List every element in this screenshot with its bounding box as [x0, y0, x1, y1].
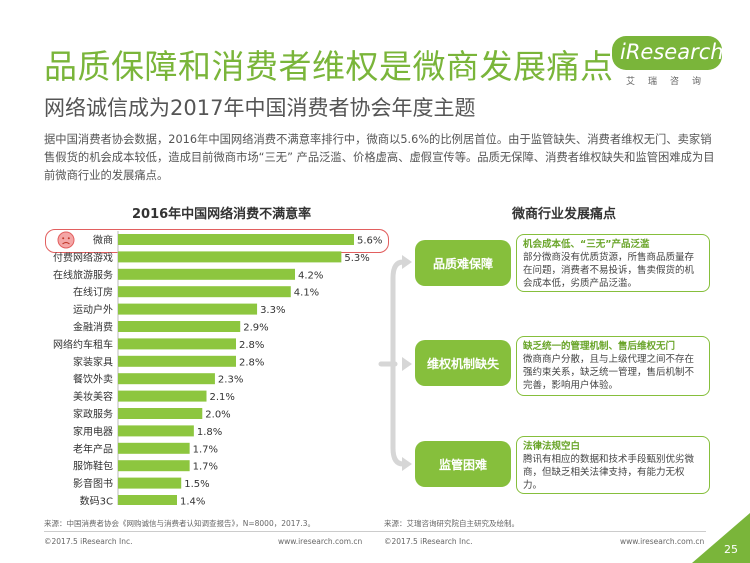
- pain-label-rights: 维权机制缺失: [415, 340, 511, 386]
- bar: [118, 373, 215, 385]
- bar: [118, 425, 194, 437]
- bar: [118, 460, 190, 472]
- value-label: 5.6%: [357, 236, 382, 247]
- category-label: 餐饮外卖: [73, 373, 113, 386]
- category-label: 美妆美容: [73, 390, 113, 403]
- bar: [118, 286, 291, 298]
- value-label: 2.8%: [239, 340, 264, 351]
- bracket-arrows: [378, 255, 412, 471]
- iresearch-logo: iResearch 艾瑞咨询: [612, 36, 724, 96]
- pain-label-quality: 品质难保障: [415, 240, 511, 286]
- value-label: 1.7%: [193, 462, 218, 473]
- page-subtitle: 网络诚信成为2017年中国消费者协会年度主题: [44, 96, 476, 120]
- value-label: 1.4%: [180, 497, 205, 506]
- category-label: 家用电器: [73, 425, 113, 438]
- footer-divider: [44, 531, 706, 532]
- value-label: 1.8%: [197, 427, 222, 438]
- pain-card-body: 微商商户分散，且与上级代理之间不存在强约束关系，缺乏统一管理，售后机制不完善，影…: [523, 354, 695, 391]
- bar: [118, 355, 236, 367]
- category-label: 家装家具: [73, 355, 113, 368]
- logo-subtext: 艾瑞咨询: [626, 77, 715, 87]
- logo-text: iResearch: [620, 40, 724, 64]
- pain-card-head: 缺乏统一的管理机制、售后维权无门: [523, 341, 676, 352]
- category-label: 网络约车租车: [53, 338, 113, 351]
- value-label: 2.8%: [239, 357, 264, 368]
- page-title: 品质保障和消费者维权是微商发展痛点: [44, 47, 614, 86]
- category-label: 运动户外: [73, 303, 113, 316]
- category-label: 金融消费: [73, 321, 113, 334]
- bar: [118, 442, 190, 454]
- pain-card-head: 机会成本低、“三无”产品泛滥: [523, 239, 650, 250]
- pain-card-quality: 机会成本低、“三无”产品泛滥 部分微商没有优质货源，所售商品质量存在问题，消费者…: [516, 234, 710, 292]
- pain-label-regulation: 监管困难: [415, 441, 511, 487]
- source-note-left: 来源：中国消费者协会《网购诚信与消费者认知调查报告》，N=8000，2017.3…: [44, 519, 315, 528]
- source-note-right: 来源：艾瑞咨询研究院自主研究及绘制。: [384, 519, 519, 528]
- category-label: 数码3C: [80, 495, 113, 506]
- category-label: 影音图书: [73, 477, 113, 490]
- category-label: 家政服务: [73, 408, 113, 421]
- value-label: 3.3%: [260, 305, 285, 316]
- value-label: 5.3%: [344, 253, 369, 264]
- bar: [118, 251, 342, 263]
- bar: [118, 338, 236, 350]
- bar: [118, 268, 295, 280]
- value-label: 4.2%: [298, 270, 323, 281]
- pain-card-body: 腾讯有相应的数据和技术手段甄别优劣微商，但缺乏相关法律支持，有能力无权力。: [523, 454, 695, 491]
- copyright-left: ©2017.5 iResearch Inc.: [44, 537, 133, 546]
- bar: [118, 495, 177, 505]
- url-left: www.iresearch.com.cn: [278, 537, 363, 546]
- corner-accent: [692, 513, 750, 563]
- category-label: 微商: [93, 234, 113, 247]
- url-right: www.iresearch.com.cn: [620, 537, 705, 546]
- category-label: 老年产品: [73, 442, 113, 455]
- pain-card-body: 部分微商没有优质货源，所售商品质量存在问题，消费者不易投诉，售卖假货的机会成本低…: [523, 252, 695, 289]
- bar: [118, 477, 182, 489]
- value-label: 1.5%: [184, 479, 209, 490]
- bar: [118, 321, 241, 332]
- chart-title: 2016年中国网络消费不满意率: [132, 207, 312, 222]
- category-label: 在线订房: [73, 286, 113, 299]
- bar: [118, 408, 203, 419]
- pain-card-head: 法律法规空白: [523, 441, 581, 452]
- value-label: 4.1%: [294, 288, 319, 299]
- value-label: 2.0%: [205, 410, 230, 421]
- bar: [118, 234, 354, 245]
- bar-chart: 微商 5.6% 付费网络游戏 5.3% 在线旅游服务 4.2% 在线订房 4.1% 运动户外 3.…: [53, 231, 382, 506]
- pain-card-regulation: 法律法规空白 腾讯有相应的数据和技术手段甄别优劣微商，但缺乏相关法律支持，有能力…: [516, 436, 710, 494]
- category-label: 服饰鞋包: [73, 460, 113, 473]
- sad-face-icon: [57, 231, 75, 249]
- intro-paragraph: 据中国消费者协会数据，2016年中国网络消费不满意率排行中，微商以5.6%的比例…: [44, 133, 715, 182]
- copyright-right: ©2017.5 iResearch Inc.: [384, 537, 473, 546]
- logo-badge: [612, 36, 722, 70]
- category-label: 在线旅游服务: [53, 268, 113, 281]
- value-label: 1.7%: [193, 444, 218, 455]
- value-label: 2.1%: [210, 392, 235, 403]
- category-label: 付费网络游戏: [53, 251, 113, 264]
- page-number: 25: [724, 543, 738, 556]
- pain-card-rights: 缺乏统一的管理机制、售后维权无门 微商商户分散，且与上级代理之间不存在强约束关系…: [516, 336, 710, 396]
- value-label: 2.9%: [243, 323, 268, 334]
- pain-points-title: 微商行业发展痛点: [512, 207, 617, 222]
- bar: [118, 390, 207, 402]
- value-label: 2.3%: [218, 375, 243, 386]
- bar: [118, 303, 258, 315]
